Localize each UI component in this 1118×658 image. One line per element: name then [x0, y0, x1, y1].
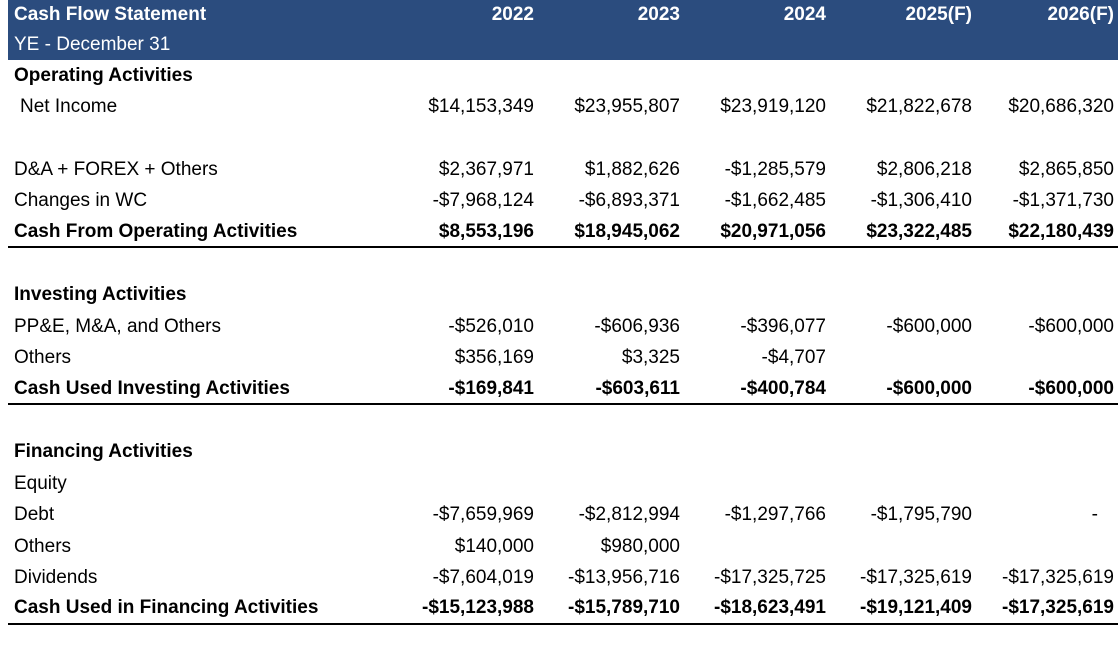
cell-value: -$2,812,994 [578, 504, 680, 526]
year-header: 2025(F) [905, 4, 972, 25]
row-label: Changes in WC [14, 190, 148, 212]
cell-value: -$13,956,716 [568, 566, 680, 588]
year-header: 2024 [783, 4, 826, 25]
cell-value: $23,955,807 [574, 96, 680, 118]
table-row: Others $356,169 $3,325 -$4,707 [8, 343, 1118, 374]
table-row: D&A + FOREX + Others $2,367,971 $1,882,6… [8, 154, 1118, 185]
cell-value: $2,367,971 [438, 158, 534, 180]
table-row: Equity [8, 468, 1118, 499]
row-label: Others [14, 347, 72, 369]
spacer-row [8, 405, 1118, 436]
cell-value: -$600,000 [1028, 377, 1114, 399]
spacer-row [8, 248, 1118, 279]
cell-value: -$396,077 [740, 315, 826, 337]
operating-heading: Operating Activities [14, 64, 193, 86]
cell-value: $20,686,320 [1008, 96, 1114, 118]
cell-value: $3,325 [621, 347, 680, 369]
year-header: 2023 [637, 4, 680, 25]
cell-value: -$600,000 [1028, 315, 1114, 337]
section-heading-row: Investing Activities [8, 280, 1118, 311]
cell-value: $140,000 [454, 535, 534, 557]
cell-value: -$17,325,619 [1002, 566, 1114, 588]
cell-value: -$526,010 [448, 315, 534, 337]
total-row: Cash From Operating Activities $8,553,19… [8, 217, 1118, 249]
cell-value: -$19,121,409 [860, 597, 972, 619]
cell-value: -$606,936 [594, 315, 680, 337]
cell-value: -$4,707 [761, 347, 826, 369]
investing-heading: Investing Activities [14, 284, 187, 306]
cell-value: -$1,285,579 [724, 158, 826, 180]
cell-value: -$17,325,619 [860, 566, 972, 588]
cell-value: -$1,306,410 [870, 190, 972, 212]
table-row: Debt -$7,659,969 -$2,812,994 -$1,297,766… [8, 499, 1118, 530]
year-header: 2026(F) [1047, 4, 1114, 25]
cell-value: $356,169 [454, 347, 534, 369]
cell-value: -$17,325,619 [1002, 597, 1114, 619]
cell-value: -$600,000 [886, 377, 972, 399]
row-label: Equity [14, 472, 67, 494]
cell-value: -$7,659,969 [432, 504, 534, 526]
cell-value: -$15,123,988 [422, 597, 534, 619]
cell-value: -$1,795,790 [870, 504, 972, 526]
cell-value: -$7,604,019 [432, 566, 534, 588]
cell-value: -$7,968,124 [432, 190, 534, 212]
section-heading-row: Financing Activities [8, 437, 1118, 468]
cell-value: -$400,784 [740, 377, 826, 399]
table-row: Dividends -$7,604,019 -$13,956,716 -$17,… [8, 562, 1118, 593]
cell-value: -$6,893,371 [578, 190, 680, 212]
cell-value: $23,919,120 [720, 96, 826, 118]
cell-value: -$1,662,485 [724, 190, 826, 212]
cell-value: $980,000 [600, 535, 680, 557]
row-label: Dividends [14, 566, 98, 588]
row-label: Debt [14, 504, 55, 526]
total-row: Cash Used Investing Activities -$169,841… [8, 374, 1118, 406]
header-row: Cash Flow Statement 2022 2023 2024 2025(… [8, 0, 1118, 30]
section-heading-row: Operating Activities [8, 60, 1118, 91]
cell-value: -$1,371,730 [1012, 190, 1114, 212]
cell-value: $21,822,678 [866, 96, 972, 118]
table-row: Others $140,000 $980,000 [8, 531, 1118, 562]
row-label: Cash Used Investing Activities [14, 377, 290, 399]
row-label: Cash Used in Financing Activities [14, 597, 319, 619]
cell-value: $23,322,485 [866, 220, 972, 242]
cell-value: -$603,611 [595, 377, 680, 399]
cell-value: $18,945,062 [574, 220, 680, 242]
cell-value: $1,882,626 [584, 158, 680, 180]
financing-heading: Financing Activities [14, 441, 193, 463]
cell-value: $20,971,056 [720, 220, 826, 242]
spacer-row [8, 123, 1118, 154]
fiscal-year-end: YE - December 31 [14, 34, 171, 55]
row-label: PP&E, M&A, and Others [14, 315, 221, 337]
cell-value: $8,553,196 [438, 220, 534, 242]
cell-value: $22,180,439 [1008, 220, 1114, 242]
cell-value: -$1,297,766 [724, 504, 826, 526]
row-label: Net Income [20, 96, 118, 118]
cell-value: -$600,000 [886, 315, 972, 337]
cell-value: $2,865,850 [1018, 158, 1114, 180]
statement-title: Cash Flow Statement [14, 4, 207, 25]
subheader-row: YE - December 31 [8, 30, 1118, 60]
cell-value: -$17,325,725 [714, 566, 826, 588]
table-row: Changes in WC -$7,968,124 -$6,893,371 -$… [8, 186, 1118, 217]
table-row: PP&E, M&A, and Others -$526,010 -$606,93… [8, 311, 1118, 342]
cell-value: $14,153,349 [428, 96, 534, 118]
cell-value: -$169,841 [448, 377, 534, 399]
year-header: 2022 [491, 4, 534, 25]
cell-value: - [1091, 504, 1098, 526]
row-label: D&A + FOREX + Others [14, 158, 218, 180]
cash-flow-statement: Cash Flow Statement 2022 2023 2024 2025(… [8, 0, 1118, 626]
total-row: Cash Used in Financing Activities -$15,1… [8, 594, 1118, 626]
table-row: Net Income $14,153,349 $23,955,807 $23,9… [8, 91, 1118, 122]
cell-value: $2,806,218 [876, 158, 972, 180]
row-label: Others [14, 535, 72, 557]
row-label: Cash From Operating Activities [14, 220, 298, 242]
cell-value: -$15,789,710 [568, 597, 680, 619]
cell-value: -$18,623,491 [714, 597, 826, 619]
